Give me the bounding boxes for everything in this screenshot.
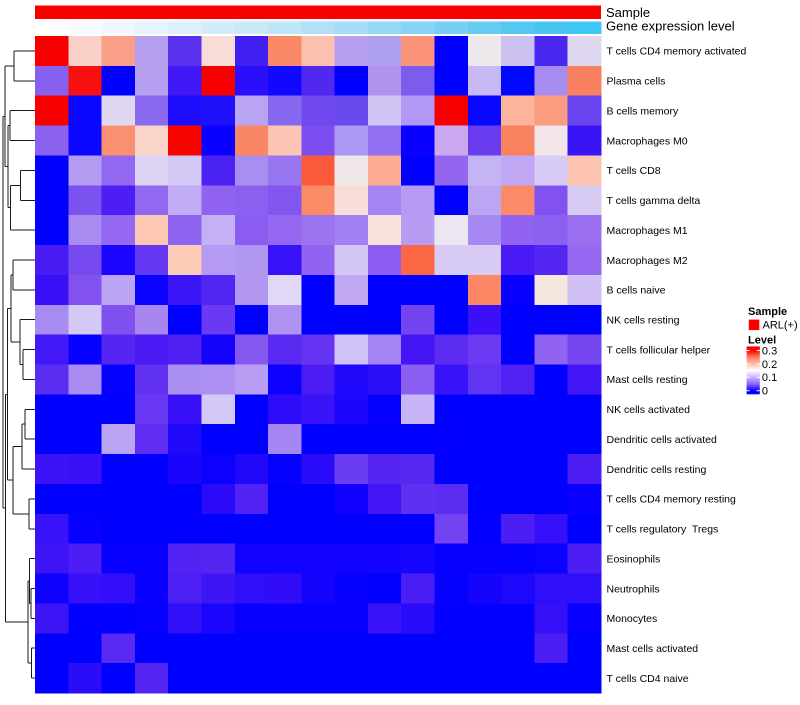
svg-text:0.3: 0.3	[762, 345, 777, 357]
svg-text:T cells CD4 memory activated: T cells CD4 memory activated	[607, 46, 747, 58]
svg-text:0: 0	[762, 386, 768, 398]
svg-text:Macrophages M2: Macrophages M2	[607, 255, 688, 267]
svg-text:Eosinophils: Eosinophils	[607, 553, 661, 565]
svg-text:B cells memory: B cells memory	[607, 106, 680, 118]
svg-text:T cells CD8: T cells CD8	[607, 165, 661, 177]
svg-text:Neutrophils: Neutrophils	[607, 583, 660, 595]
svg-text:Dendritic cells activated: Dendritic cells activated	[607, 434, 717, 446]
svg-text:Sample: Sample	[606, 5, 650, 20]
svg-text:Monocytes: Monocytes	[607, 613, 658, 625]
svg-text:0.1: 0.1	[762, 372, 777, 384]
svg-text:Dendritic cells resting: Dendritic cells resting	[607, 464, 707, 476]
svg-text:T cells CD4 memory resting: T cells CD4 memory resting	[607, 494, 736, 506]
svg-text:Gene expression level: Gene expression level	[606, 18, 735, 33]
svg-text:Level: Level	[748, 335, 776, 347]
svg-text:T cells gamma delta: T cells gamma delta	[607, 195, 701, 207]
svg-text:Macrophages M1: Macrophages M1	[607, 225, 688, 237]
svg-text:B cells naive: B cells naive	[607, 285, 666, 297]
svg-text:Plasma cells: Plasma cells	[607, 76, 666, 88]
svg-text:NK cells resting: NK cells resting	[607, 315, 680, 327]
svg-text:0.2: 0.2	[762, 359, 777, 371]
svg-text:T cells CD4 naive: T cells CD4 naive	[607, 673, 689, 685]
svg-text:T cells follicular helper: T cells follicular helper	[607, 344, 711, 356]
svg-text:T cells regulatory Tregs: T cells regulatory Tregs	[607, 524, 719, 536]
svg-text:NK cells activated: NK cells activated	[607, 404, 691, 416]
svg-text:Mast cells resting: Mast cells resting	[607, 374, 688, 386]
svg-text:Mast cells activated: Mast cells activated	[607, 643, 699, 655]
svg-text:ARL(+): ARL(+)	[763, 320, 798, 332]
svg-text:Sample: Sample	[748, 306, 787, 318]
svg-text:Macrophages M0: Macrophages M0	[607, 135, 688, 147]
